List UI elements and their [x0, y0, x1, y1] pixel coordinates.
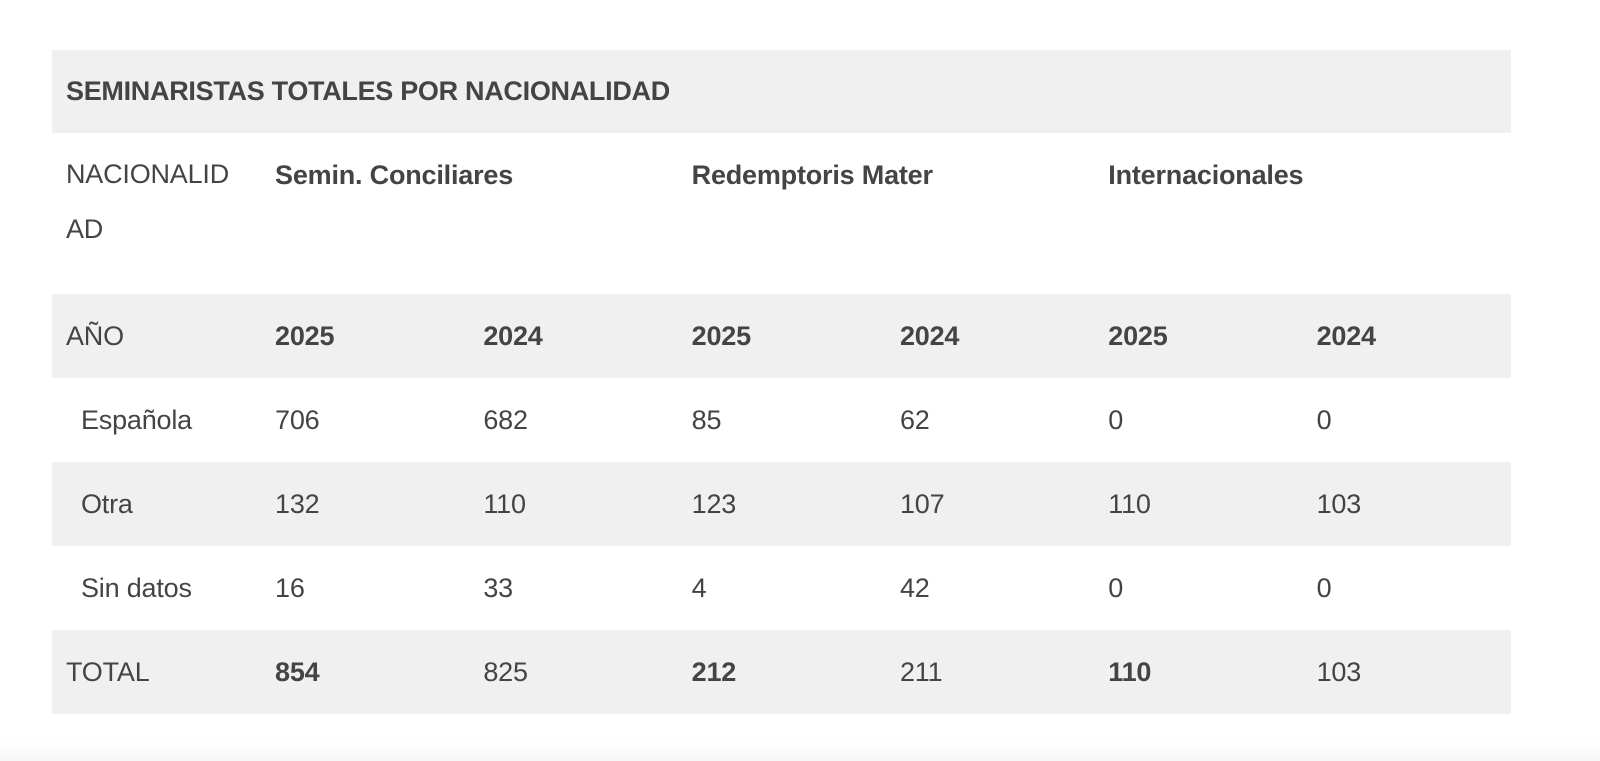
table-cell: 33: [483, 572, 513, 603]
table-cell: 682: [483, 404, 528, 435]
table-title-row: SEMINARISTAS TOTALES POR NACIONALIDAD: [52, 50, 1511, 133]
table-cell: 4: [691, 572, 707, 603]
table-cell: 0: [1108, 404, 1124, 435]
nationality-header: NACIONALIDAD: [66, 159, 230, 244]
year-cell: 2024: [1302, 294, 1511, 378]
table-cell: 0: [1108, 572, 1124, 603]
row-label: Sin datos: [81, 572, 192, 603]
table-cell: 110: [469, 462, 678, 546]
table-cell: 16: [275, 572, 305, 603]
year-cell: 2025: [261, 294, 470, 378]
table-cell: 706: [275, 404, 320, 435]
table-cell: 103: [1302, 462, 1511, 546]
total-cell: 103: [1302, 630, 1511, 714]
group-header-conciliares: Semin. Conciliares: [275, 160, 514, 190]
table-cell: 0: [1316, 572, 1332, 603]
seminarians-by-nationality-table: SEMINARISTAS TOTALES POR NACIONALIDAD NA…: [52, 50, 1511, 714]
year-cell: 2024: [469, 294, 678, 378]
total-cell: 211: [885, 630, 1095, 714]
year-cell: 2025: [1094, 294, 1303, 378]
table-title: SEMINARISTAS TOTALES POR NACIONALIDAD: [52, 50, 1511, 133]
nationality-table-container: SEMINARISTAS TOTALES POR NACIONALIDAD NA…: [52, 50, 1511, 714]
total-cell: 825: [469, 630, 678, 714]
total-cell: 212: [677, 630, 886, 714]
total-label: TOTAL: [52, 630, 262, 714]
table-row-otra: Otra 132 110 123 107 110 103: [52, 462, 1511, 546]
table-cell: 107: [885, 462, 1095, 546]
year-cell: 2024: [885, 294, 1095, 378]
total-cell: 110: [1094, 630, 1303, 714]
table-cell: 62: [899, 404, 930, 435]
table-cell: 123: [677, 462, 886, 546]
table-cell: 110: [1094, 462, 1303, 546]
table-cell: 42: [899, 572, 930, 603]
table-cell: 0: [1316, 404, 1332, 435]
table-cell: 85: [691, 404, 722, 435]
year-cell: 2025: [677, 294, 886, 378]
year-label: AÑO: [52, 294, 262, 378]
row-label: Española: [81, 404, 192, 435]
row-label: Otra: [52, 462, 262, 546]
group-header-internacionales: Internacionales: [1108, 160, 1304, 190]
total-row: TOTAL 854 825 212 211 110 103: [52, 630, 1511, 714]
total-cell: 854: [261, 630, 470, 714]
table-row-espanola: Española 706 682 85 62 0 0: [52, 378, 1511, 462]
table-row-sin-datos: Sin datos 16 33 4 42 0 0: [52, 546, 1511, 630]
table-cell: 132: [261, 462, 470, 546]
group-header-row: NACIONALIDAD Semin. Conciliares Redempto…: [52, 133, 1511, 294]
group-header-redemptoris-mater: Redemptoris Mater: [691, 160, 933, 190]
year-row: AÑO 2025 2024 2025 2024 2025 2024: [52, 294, 1511, 378]
